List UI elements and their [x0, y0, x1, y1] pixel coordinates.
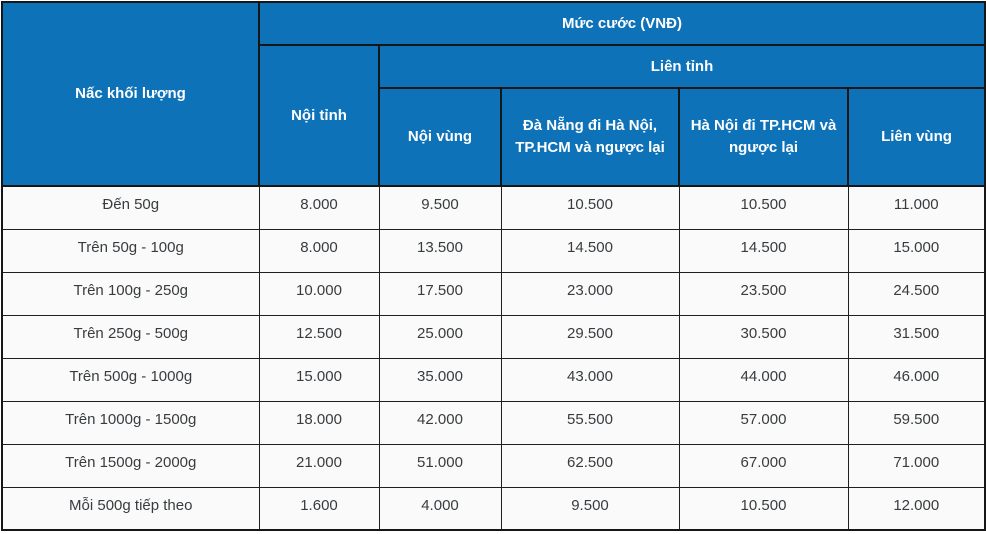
table-row: Trên 500g - 1000g 15.000 35.000 43.000 44.00… [1, 357, 986, 402]
header-intra-province: Nội tỉnh [258, 44, 380, 187]
rate-cell: 8.000 [258, 185, 380, 230]
rate-cell: 23.500 [678, 271, 849, 316]
rate-table-body: Đến 50g 8.000 9.500 10.500 10.500 11.000 Trên … [1, 185, 986, 531]
rate-cell: 17.500 [378, 271, 502, 316]
rate-cell: 21.000 [258, 443, 380, 488]
rate-cell: 12.500 [258, 314, 380, 359]
rate-cell: 24.500 [847, 271, 986, 316]
header-danang-hanoi-hcm: Đà Nẵng đi Hà Nội, TP.HCM và ngược lại [500, 87, 680, 187]
header-weight-tier: Nấc khối lượng [1, 1, 260, 187]
header-inter-region: Liên vùng [846, 87, 986, 187]
rate-cell: 10.000 [258, 271, 380, 316]
rate-cell: 59.500 [847, 400, 986, 445]
rate-cell: 51.000 [378, 443, 502, 488]
rate-cell: 42.000 [378, 400, 502, 445]
rate-cell: 9.500 [500, 486, 680, 531]
weight-tier-cell: Trên 500g - 1000g [1, 357, 260, 402]
weight-tier-cell: Trên 1000g - 1500g [1, 400, 260, 445]
rate-cell: 10.500 [500, 185, 680, 230]
weight-tier-cell: Mỗi 500g tiếp theo [1, 486, 260, 531]
rate-cell: 14.500 [500, 228, 680, 273]
rate-cell: 71.000 [847, 443, 986, 488]
rate-cell: 4.000 [378, 486, 502, 531]
rate-cell: 67.000 [678, 443, 849, 488]
weight-tier-cell: Trên 1500g - 2000g [1, 443, 260, 488]
weight-tier-cell: Trên 250g - 500g [1, 314, 260, 359]
rate-cell: 13.500 [378, 228, 502, 273]
table-row: Mỗi 500g tiếp theo 1.600 4.000 9.500 10.500 1… [1, 486, 986, 531]
rate-cell: 8.000 [258, 228, 380, 273]
table-row: Trên 100g - 250g 10.000 17.500 23.000 23.500… [1, 271, 986, 316]
rate-cell: 44.000 [678, 357, 849, 402]
rate-cell: 43.000 [500, 357, 680, 402]
rate-cell: 35.000 [378, 357, 502, 402]
rate-cell: 9.500 [378, 185, 502, 230]
header-row-province: Nội tỉnh Liên tỉnh [2, 44, 986, 187]
weight-tier-cell: Trên 100g - 250g [1, 271, 260, 316]
table-row: Trên 250g - 500g 12.500 25.000 29.500 30.500… [1, 314, 986, 359]
rate-cell: 31.500 [847, 314, 986, 359]
rate-cell: 10.500 [678, 185, 849, 230]
header-intra-region: Nội vùng [378, 87, 502, 187]
rate-cell: 46.000 [847, 357, 986, 402]
rate-cell: 62.500 [500, 443, 680, 488]
header-hanoi-hcm: Hà Nội đi TP.HCM và ngược lại [678, 87, 849, 187]
rate-cell: 15.000 [258, 357, 380, 402]
weight-tier-cell: Đến 50g [1, 185, 260, 230]
rate-cell: 57.000 [678, 400, 849, 445]
rate-cell: 30.500 [678, 314, 849, 359]
rate-cell: 15.000 [847, 228, 986, 273]
rate-table-header: Nấc khối lượng Mức cước (VNĐ) Nội tỉnh L… [1, 1, 986, 187]
weight-tier-cell: Trên 50g - 100g [1, 228, 260, 273]
rate-cell: 14.500 [678, 228, 849, 273]
table-row: Trên 1000g - 1500g 18.000 42.000 55.500 57.0… [1, 400, 986, 445]
rate-cell: 11.000 [847, 185, 986, 230]
rate-cell: 29.500 [500, 314, 680, 359]
rate-cell: 25.000 [378, 314, 502, 359]
rate-cell: 23.000 [500, 271, 680, 316]
rate-cell: 18.000 [258, 400, 380, 445]
header-row-routes: Nội vùng Đà Nẵng đi Hà Nội, TP.HCM và ng… [2, 87, 986, 187]
rate-cell: 55.500 [500, 400, 680, 445]
table-row: Trên 50g - 100g 8.000 13.500 14.500 14.500 15… [1, 228, 986, 273]
rate-cell: 10.500 [678, 486, 849, 531]
header-row-fee: Nấc khối lượng Mức cước (VNĐ) [1, 1, 986, 187]
table-row: Đến 50g 8.000 9.500 10.500 10.500 11.000 [1, 185, 986, 230]
rate-cell: 12.000 [847, 486, 986, 531]
header-inter-province: Liên tỉnh [377, 44, 986, 89]
rate-cell: 1.600 [258, 486, 380, 531]
table-row: Trên 1500g - 2000g 21.000 51.000 62.500 67.0… [1, 443, 986, 488]
header-fee-vnd: Mức cước (VNĐ) [257, 1, 986, 46]
